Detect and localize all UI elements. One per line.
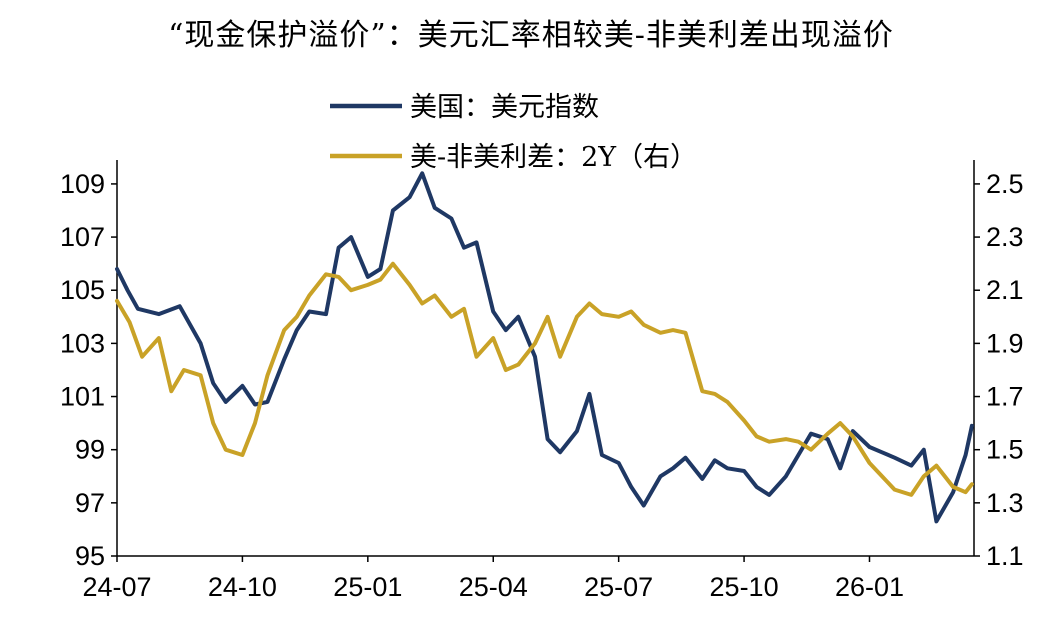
x-tick-label: 25-01 [333, 572, 402, 602]
x-tick-label: 24-07 [82, 572, 151, 602]
y-right-tick-label: 1.9 [986, 328, 1024, 358]
axes: 109 107 105 103 101 99 97 95 2.5 2.3 2.1 1.9 1.7 1.5 1… [60, 160, 1024, 602]
x-tick-label: 25-07 [584, 572, 653, 602]
y-left-tick-label: 105 [60, 275, 105, 305]
y-right-tick-label: 1.5 [986, 435, 1024, 465]
chart-title: “现金保护溢价”：美元汇率相较美-非美利差出现溢价 [168, 18, 894, 53]
y-left-tick-label: 109 [60, 169, 105, 199]
y-left-tick-label: 95 [75, 541, 105, 571]
y-right-tick-label: 1.7 [986, 382, 1024, 412]
series-line-rate-spread [115, 261, 974, 497]
legend-label-0: 美国：美元指数 [410, 92, 599, 123]
y-right-tick-label: 1.1 [986, 541, 1024, 571]
series-line-usd-index [115, 171, 974, 524]
y-left-tick-label: 97 [75, 488, 105, 518]
y-left-tick-label: 99 [75, 435, 105, 465]
series-layer [115, 171, 974, 524]
y-right-tick-label: 1.3 [986, 488, 1024, 518]
y-right-tick-label: 2.5 [986, 169, 1024, 199]
y-left-tick-label: 107 [60, 222, 105, 252]
x-tick-label: 26-01 [835, 572, 904, 602]
x-tick-label: 24-10 [208, 572, 277, 602]
x-tick-label: 25-04 [459, 572, 528, 602]
legend-label-1: 美-非美利差：2Y（右） [410, 142, 697, 173]
y-right-tick-label: 2.3 [986, 222, 1024, 252]
y-left-tick-label: 101 [60, 382, 105, 412]
x-tick-label: 25-10 [710, 572, 779, 602]
y-left-tick-label: 103 [60, 328, 105, 358]
y-right-tick-label: 2.1 [986, 275, 1024, 305]
